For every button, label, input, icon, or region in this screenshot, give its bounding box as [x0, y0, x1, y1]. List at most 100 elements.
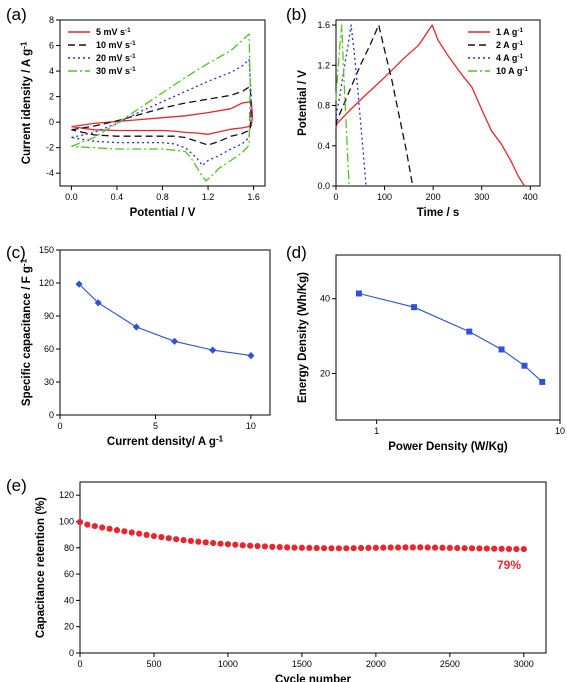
- data-point-e: [202, 539, 209, 546]
- data-point-e: [461, 545, 468, 552]
- data-point-e: [446, 544, 453, 552]
- legend-label-a: 5 mV s-1: [96, 27, 131, 37]
- data-point-e: [387, 544, 394, 551]
- x-tick-label-a: 0.8: [156, 192, 169, 202]
- data-point-e: [402, 544, 409, 551]
- y-tick-label-a: 2: [49, 92, 54, 102]
- data-point-e: [276, 544, 283, 551]
- data-point-e: [350, 545, 357, 552]
- data-point-e: [217, 540, 224, 547]
- y-tick-label-d: 40: [320, 294, 330, 304]
- y-tick-label-a: -2: [46, 143, 54, 153]
- plot-frame-e: [79, 481, 547, 654]
- x-tick-label-b: 200: [426, 192, 441, 202]
- legend-label-b: 2 A g-1: [496, 40, 523, 50]
- x-tick-label-e: 1000: [218, 659, 238, 669]
- data-point-e: [491, 545, 498, 552]
- x-axis-label-c: Current density/ A g-1: [107, 434, 224, 448]
- y-tick-label-e: 60: [64, 569, 74, 579]
- data-point-e: [113, 527, 121, 534]
- data-point-e: [357, 544, 365, 552]
- panel-label-b: (b): [286, 5, 307, 24]
- y-tick-label-e: 80: [64, 543, 74, 553]
- data-point-e: [335, 545, 342, 552]
- data-point-c: [132, 323, 140, 331]
- data-point-c: [75, 280, 83, 288]
- series-line-a: [71, 85, 252, 146]
- legend-label-a: 20 mV s-1: [96, 53, 136, 63]
- y-axis-label-e: Capacitance retention (%): [35, 497, 47, 638]
- data-point-d: [411, 304, 418, 311]
- data-point-e: [187, 537, 195, 545]
- x-tick-label-a: 1.2: [202, 192, 215, 202]
- data-point-e: [173, 536, 180, 543]
- x-tick-label-c: 10: [246, 421, 256, 431]
- plot-frame-c: [59, 249, 271, 416]
- y-tick-label-b: 0.4: [317, 141, 330, 151]
- series-line-c: [78, 283, 251, 357]
- plot-frame-b: [335, 19, 541, 187]
- panel-e: 0 500 1000 1500 2000 2500 3000 0 20 40 60 80 100 120 C…: [6, 476, 547, 682]
- data-point-e: [247, 542, 254, 549]
- data-point-e: [84, 521, 91, 528]
- legend-label-b: 10 A g-1: [496, 66, 528, 76]
- data-point-e: [343, 545, 350, 552]
- series-line-b: [335, 24, 367, 187]
- x-tick-label-e: 0: [77, 659, 82, 669]
- data-point-e: [498, 545, 505, 552]
- y-tick-label-b: 0.8: [317, 101, 330, 111]
- y-tick-label-a: 8: [49, 15, 54, 25]
- data-point-e: [454, 544, 461, 552]
- x-tick-label-e: 3000: [514, 659, 534, 669]
- data-point-e: [417, 544, 424, 551]
- data-point-e: [76, 519, 84, 526]
- plot-frame-d: [335, 254, 561, 421]
- data-point-e: [468, 545, 476, 552]
- data-point-c: [94, 299, 102, 307]
- y-tick-label-b: 1.2: [317, 60, 330, 70]
- panel-d: 1 10 20 40 Power Density (W/Kg) Energy Densit…: [286, 243, 565, 453]
- x-tick-label-e: 500: [146, 659, 161, 669]
- panel-label-a: (a): [6, 5, 27, 24]
- data-point-e: [313, 544, 320, 552]
- data-point-e: [476, 545, 483, 552]
- y-tick-label-a: 0: [49, 117, 54, 127]
- data-point-d: [466, 328, 473, 335]
- x-axis-label-b: Time / s: [417, 207, 460, 219]
- data-point-e: [483, 545, 490, 552]
- data-point-d: [355, 290, 362, 297]
- panel-label-d: (d): [286, 243, 307, 262]
- data-point-c: [209, 346, 217, 354]
- series-line-a: [71, 58, 252, 167]
- x-axis-label-e: Cycle number: [275, 674, 352, 682]
- panel-a: 0.0 0.4 0.8 1.2 1.6 -4 -2 0 2 4 6 8 Potential / V Cur…: [6, 5, 266, 219]
- y-tick-label-c: 30: [44, 377, 54, 387]
- y-tick-label-e: 100: [59, 516, 74, 526]
- data-point-e: [128, 529, 135, 536]
- y-tick-label-a: -4: [46, 168, 54, 178]
- data-point-e: [180, 537, 187, 544]
- y-tick-label-b: 1.6: [317, 20, 330, 30]
- data-point-e: [136, 530, 143, 537]
- x-tick-label-a: 0.4: [111, 192, 124, 202]
- data-point-e: [505, 545, 513, 553]
- data-point-e: [121, 528, 128, 535]
- data-point-e: [424, 544, 431, 551]
- y-axis-label-b: Potential / V: [297, 70, 309, 136]
- data-point-e: [269, 543, 276, 550]
- x-tick-label-d: 1: [374, 426, 379, 436]
- x-tick-label-c: 0: [57, 421, 62, 431]
- legend-label-b: 4 A g-1: [496, 53, 523, 63]
- data-point-e: [320, 545, 328, 552]
- data-point-e: [232, 541, 239, 548]
- data-point-e: [520, 545, 527, 553]
- x-tick-label-a: 0.0: [65, 192, 78, 202]
- data-point-e: [328, 545, 335, 552]
- y-tick-label-c: 120: [39, 278, 54, 288]
- data-point-e: [513, 545, 520, 553]
- data-point-e: [365, 544, 372, 552]
- data-point-e: [224, 541, 232, 548]
- y-tick-label-b: 0.0: [317, 181, 330, 191]
- x-axis-label-d: Power Density (W/Kg): [388, 441, 508, 453]
